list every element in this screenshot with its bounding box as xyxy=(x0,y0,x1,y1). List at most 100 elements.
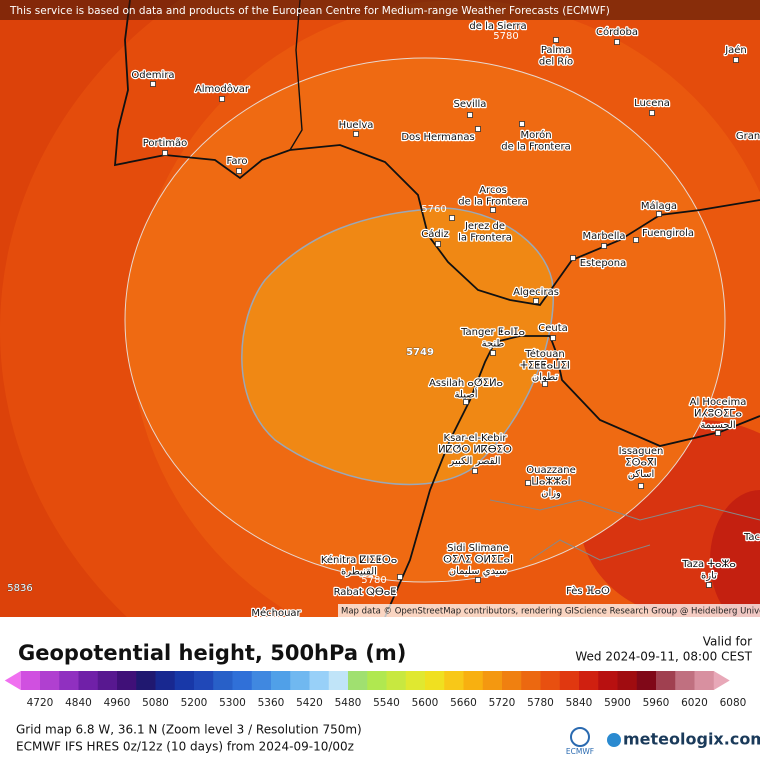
colorbar-cell xyxy=(59,671,79,690)
colorbar-cell xyxy=(40,671,60,690)
valid-time: Wed 2024-09-11, 08:00 CEST xyxy=(575,650,752,664)
colorbar-label: 5360 xyxy=(258,697,285,709)
notice-bar xyxy=(0,0,760,20)
place-dot xyxy=(219,96,225,102)
colorbar-cell xyxy=(232,671,253,690)
attribution-bar xyxy=(338,604,760,617)
place-label: Jerez de xyxy=(464,221,505,232)
place-label: Portimão xyxy=(143,138,188,149)
place-dot xyxy=(353,131,359,137)
colorbar-label: 4960 xyxy=(104,697,131,709)
colorbar-cell xyxy=(367,671,387,690)
colorbar-arrow xyxy=(4,671,21,690)
place-label: Méchouar xyxy=(251,607,301,619)
place-label: القصر الكبير xyxy=(448,456,500,467)
place-label: ⵍⵃⵓⵙⵉⵎⴰ xyxy=(694,409,742,420)
colorbar-label: 4840 xyxy=(65,697,92,709)
place-dot xyxy=(649,110,655,116)
place-label: تطوان xyxy=(532,372,558,383)
colorbar-cell xyxy=(521,671,541,690)
colorbar-label: 5900 xyxy=(604,697,631,709)
place-dot xyxy=(472,468,478,474)
place-dot xyxy=(550,335,556,341)
place-label: Estepona xyxy=(580,258,627,269)
colorbar-cell xyxy=(463,671,484,690)
notice: This service is based on data and produc… xyxy=(9,5,610,17)
colorbar-cell xyxy=(617,671,638,690)
brand-logo xyxy=(607,733,621,747)
place-label: Assilah ⴰⵚⵉⵍⴰ xyxy=(429,378,503,389)
place-label: القنيطرة xyxy=(341,567,377,578)
place-dot xyxy=(519,121,525,127)
place-dot xyxy=(475,577,481,583)
place-label: ⵙⵉⴷⵉ ⵙⵍⵉⵎⴰⵏ xyxy=(443,555,513,566)
place-label: وزان xyxy=(541,488,561,499)
footer-line: Grid map 6.8 W, 36.1 N (Zoom level 3 / R… xyxy=(16,723,362,737)
colorbar-label: 5600 xyxy=(412,697,439,709)
colorbar-cell xyxy=(656,671,676,690)
contour-label: 5749 xyxy=(406,347,434,358)
place-label: Tac xyxy=(743,532,760,543)
colorbar-label: 5300 xyxy=(219,697,246,709)
place-label: Palma xyxy=(541,45,571,56)
colorbar-cell xyxy=(502,671,522,690)
place-label: Fès ⴼⴰⵙ xyxy=(566,585,610,597)
place-label: اساكن xyxy=(628,469,655,480)
place-label: Algeciras xyxy=(513,287,559,298)
colorbar-label: 4720 xyxy=(27,697,54,709)
place-label: Morón xyxy=(520,129,551,141)
colorbar-cell xyxy=(117,671,137,690)
place-label: Huelva xyxy=(339,120,374,131)
place-label: Dos Hermanas xyxy=(401,132,474,143)
colorbar-label: 5660 xyxy=(450,697,477,709)
colorbar-cell xyxy=(271,671,291,690)
place-label: de la Sierra xyxy=(469,21,526,32)
band xyxy=(710,490,760,617)
colorbar-cell xyxy=(194,671,214,690)
colorbar-label: 5540 xyxy=(373,697,400,709)
colorbar-cell xyxy=(559,671,580,690)
colorbar-cell xyxy=(348,671,368,690)
colorbar-cell xyxy=(579,671,599,690)
place-label: Ouazzane xyxy=(526,465,575,476)
contour-label: 5836 xyxy=(7,583,32,594)
place-dot xyxy=(638,483,644,489)
place-dot xyxy=(397,574,403,580)
place-label: Lucena xyxy=(634,98,670,109)
place-label: Jaén xyxy=(724,44,747,56)
place-label: Córdoba xyxy=(596,26,638,38)
colorbar-cell xyxy=(540,671,561,690)
colorbar-label: 6080 xyxy=(720,697,747,709)
colorbar-cell xyxy=(386,671,407,690)
place-dot xyxy=(467,112,473,118)
place-dot xyxy=(490,350,496,356)
place-label: ⵍⵇⵚⵔ ⵍⴽⴱⵉⵔ xyxy=(438,445,512,456)
place-dot xyxy=(435,241,441,247)
colorbar-cell xyxy=(290,671,310,690)
colorbar-label: 6020 xyxy=(681,697,708,709)
colorbar-label: 5840 xyxy=(566,697,593,709)
contour-label: 5780 xyxy=(361,575,386,586)
place-label: Taza ⵜⴰⵣⴰ xyxy=(681,559,736,570)
place-label: Ceuta xyxy=(538,323,568,334)
colorbar-label: 5720 xyxy=(489,697,516,709)
colorbar-cell xyxy=(309,671,330,690)
place-label: أصيلة xyxy=(455,388,478,401)
legend-title: Geopotential height, 500hPa (m) xyxy=(18,641,406,665)
place-dot xyxy=(525,480,531,486)
colorbar-cell xyxy=(675,671,695,690)
place-label: Ksar-el-Kebir xyxy=(444,433,508,444)
ecmwf-logo xyxy=(570,727,590,747)
colorbar-cell xyxy=(482,671,503,690)
place-label: la Frontera xyxy=(458,233,512,244)
place-dot xyxy=(633,237,639,243)
place-dot xyxy=(656,211,662,217)
colorbar-cell xyxy=(405,671,426,690)
place-dot xyxy=(490,207,496,213)
place-dot xyxy=(733,57,739,63)
colorbar-cell xyxy=(97,671,118,690)
place-dot xyxy=(150,81,156,87)
colorbar-cell xyxy=(174,671,195,690)
contour-label: 5780 xyxy=(493,31,518,42)
